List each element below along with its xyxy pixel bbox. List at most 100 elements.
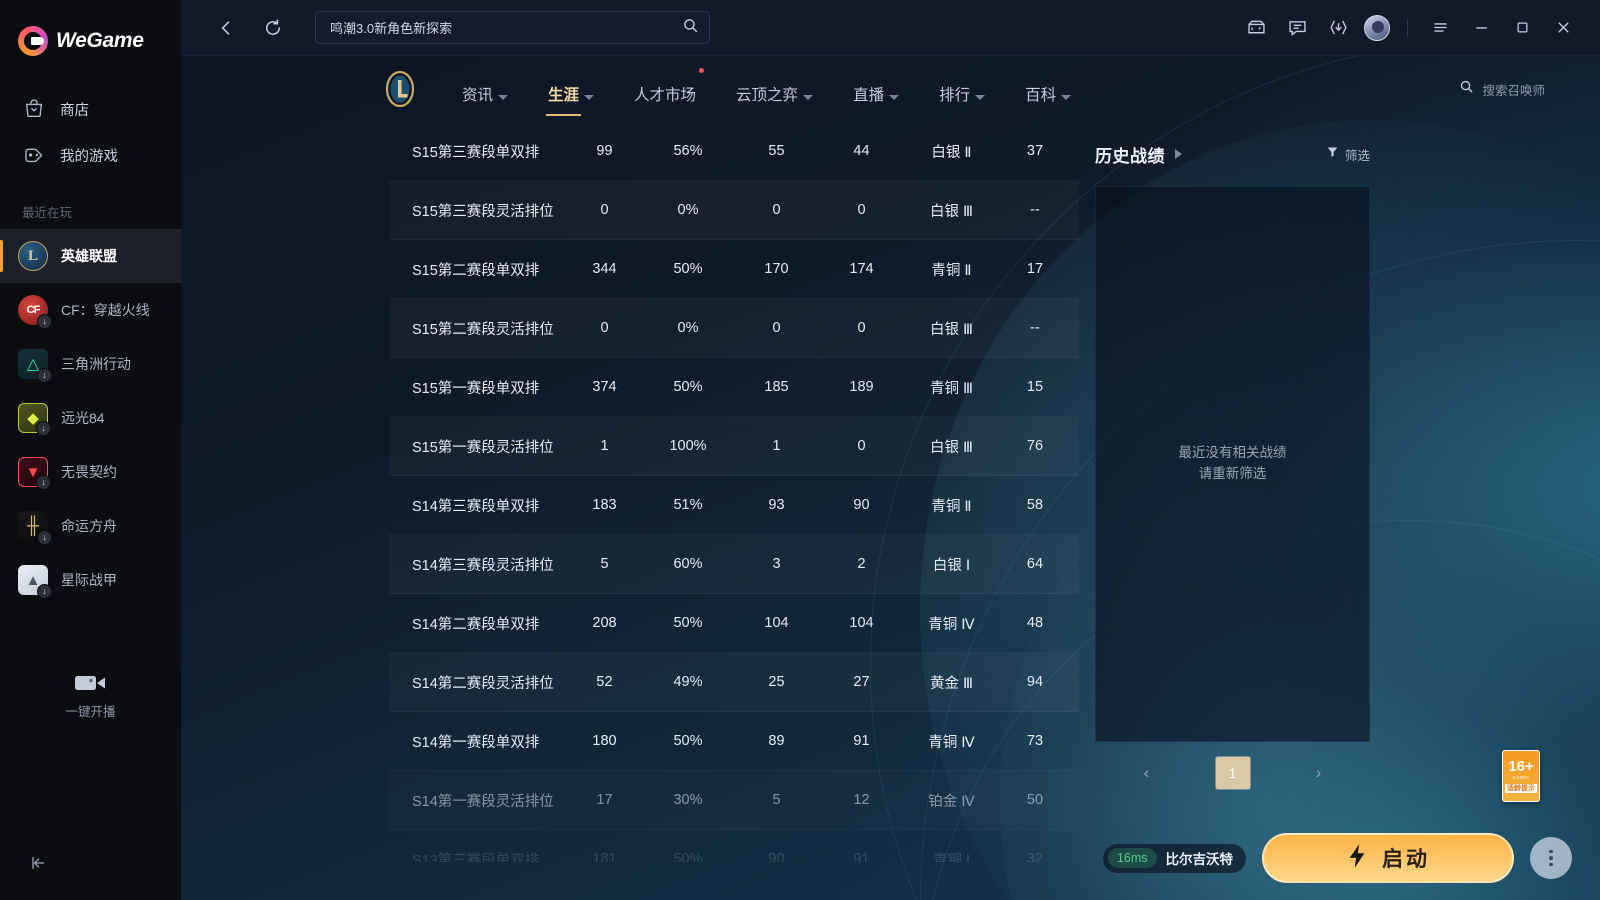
search-icon[interactable]	[682, 17, 699, 39]
global-search-box[interactable]	[315, 11, 710, 44]
lost-ark-icon: ╫ ↓	[18, 511, 52, 545]
download-badge-icon: ↓	[37, 314, 52, 329]
lol-badge-icon[interactable]	[380, 69, 420, 109]
server-name: 比尔吉沃特	[1165, 852, 1234, 867]
table-row[interactable]: S15第一赛段单双排 374 50% 185 189 青铜 Ⅲ 15	[389, 358, 1079, 417]
table-cell-season: S14第三赛段灵活排位	[412, 557, 554, 574]
table-row[interactable]: S14第一赛段灵活排位 17 30% 5 12 铂金 Ⅳ 50	[389, 771, 1079, 830]
expand-arrow-icon[interactable]	[1175, 149, 1182, 159]
sidebar-game-valorant[interactable]: ▼ ↓ 无畏契约	[0, 445, 181, 499]
empty-line-2: 请重新筛选	[1198, 466, 1267, 481]
summoner-search-placeholder: 搜索召唤师	[1482, 83, 1545, 98]
age-rating-note: 适龄提示	[1505, 783, 1537, 793]
table-row[interactable]: S15第三赛段灵活排位 0 0% 0 0 白银 Ⅲ --	[389, 181, 1079, 240]
wegame-logo-icon	[18, 26, 48, 56]
search-input[interactable]	[330, 20, 682, 35]
tab-label: 百科	[1025, 86, 1057, 104]
more-options-icon[interactable]	[1530, 837, 1572, 879]
table-cell-rank: 白银 Ⅲ	[929, 321, 974, 338]
table-cell-losses: 91	[853, 733, 870, 749]
download-icon[interactable]	[1323, 13, 1353, 43]
tab-talent-market[interactable]: 人才市场	[614, 68, 716, 109]
user-avatar[interactable]	[1364, 14, 1390, 41]
tab-ranking[interactable]: 排行	[919, 69, 1005, 109]
server-ping-indicator[interactable]: 16ms 比尔吉沃特	[1102, 843, 1246, 873]
mailbox-icon[interactable]	[1241, 13, 1271, 43]
launch-game-button[interactable]: 启动	[1262, 833, 1514, 883]
filter-button[interactable]: 筛选	[1326, 145, 1370, 164]
tab-tft[interactable]: 云顶之弈	[716, 69, 833, 109]
chat-icon[interactable]	[1282, 13, 1312, 43]
sidebar-game-lost-ark[interactable]: ╫ ↓ 命运方舟	[0, 499, 181, 553]
tab-news[interactable]: 资讯	[442, 69, 528, 109]
camera-icon	[74, 672, 108, 694]
tab-live[interactable]: 直播	[833, 69, 919, 109]
match-history-panel: 历史战绩 筛选 最近没有相关战绩 请重新筛选 ‹ 1 ›	[1095, 122, 1370, 804]
table-row[interactable]: S15第三赛段单双排 99 56% 55 44 白银 Ⅱ 37	[389, 122, 1079, 181]
chevron-left-icon[interactable]: ‹	[1143, 763, 1150, 782]
sidebar-game-lol[interactable]: L 英雄联盟	[0, 229, 181, 283]
sidebar-game-delta-force[interactable]: △ ↓ 三角洲行动	[0, 337, 181, 391]
table-row[interactable]: S14第三赛段单双排 183 51% 93 90 青铜 Ⅱ 58	[389, 476, 1079, 535]
refresh-icon[interactable]	[258, 13, 288, 43]
sidebar-primary-nav: 商店 我的游戏	[0, 86, 181, 178]
sidebar-game-crossfire[interactable]: CF ↓ CF：穿越火线	[0, 283, 181, 337]
app-logo[interactable]: WeGame	[0, 0, 181, 56]
table-row[interactable]: S13第三赛段单双排 181 50% 90 91 青铜 Ⅰ 32	[389, 830, 1079, 862]
search-icon	[1459, 79, 1474, 99]
sidebar-item-store[interactable]: 商店	[0, 86, 181, 132]
table-cell-winrate: 56%	[673, 143, 703, 159]
table-cell-season: S15第二赛段灵活排位	[412, 321, 554, 338]
download-badge-icon: ↓	[37, 584, 52, 599]
table-cell-season: S13第三赛段单双排	[412, 852, 540, 863]
back-arrow-icon[interactable]	[211, 13, 241, 43]
table-row[interactable]: S15第二赛段单双排 344 50% 170 174 青铜 Ⅱ 17	[389, 240, 1079, 299]
chevron-right-icon[interactable]: ›	[1315, 763, 1322, 782]
chevron-down-icon	[975, 95, 986, 100]
bolt-icon	[1346, 843, 1368, 874]
sidebar-game-label: 星际战甲	[61, 572, 117, 588]
warframe-icon: ▲ ↓	[18, 565, 52, 599]
collapse-sidebar-icon[interactable]	[26, 851, 50, 875]
table-cell-wins: 185	[764, 379, 789, 395]
empty-line-1: 最近没有相关战绩	[1178, 445, 1287, 461]
table-cell-rank: 青铜 Ⅱ	[931, 262, 972, 279]
table-row[interactable]: S15第一赛段灵活排位 1 100% 1 0 白银 Ⅲ 76	[389, 417, 1079, 476]
table-row[interactable]: S14第一赛段单双排 180 50% 89 91 青铜 Ⅳ 73	[389, 712, 1079, 771]
sidebar-game-yuanguang84[interactable]: ◆ ↓ 远光84	[0, 391, 181, 445]
table-cell-season: S15第二赛段单双排	[412, 262, 540, 279]
table-cell-wins: 0	[772, 320, 781, 336]
sidebar-item-label: 我的游戏	[60, 148, 118, 165]
chevron-down-icon	[1061, 95, 1072, 100]
delta-force-icon: △ ↓	[18, 349, 52, 383]
sidebar-game-label: 命运方舟	[61, 518, 117, 534]
close-icon[interactable]	[1548, 13, 1578, 43]
table-cell-rank: 白银 Ⅲ	[929, 203, 974, 220]
table-cell-games: 99	[596, 143, 613, 159]
table-cell-games: 208	[592, 615, 617, 631]
table-row[interactable]: S14第二赛段单双排 208 50% 104 104 青铜 Ⅳ 48	[389, 594, 1079, 653]
menu-icon[interactable]	[1425, 13, 1455, 43]
table-row[interactable]: S14第二赛段灵活排位 52 49% 25 27 黄金 Ⅲ 94	[389, 653, 1079, 712]
sidebar-game-label: 英雄联盟	[61, 248, 117, 264]
one-click-stream-button[interactable]: 一键开播	[0, 672, 181, 720]
table-row[interactable]: S14第三赛段灵活排位 5 60% 3 2 白银 Ⅰ 64	[389, 535, 1079, 594]
tab-wiki[interactable]: 百科	[1005, 69, 1091, 109]
minimize-icon[interactable]	[1466, 13, 1496, 43]
ping-value: 16ms	[1107, 848, 1157, 868]
table-cell-wins: 1	[772, 438, 781, 454]
table-cell-games: 181	[592, 851, 617, 862]
maximize-icon[interactable]	[1507, 13, 1537, 43]
match-history-empty-state: 最近没有相关战绩 请重新筛选	[1095, 186, 1370, 742]
summoner-search[interactable]: 搜索召唤师	[1459, 79, 1545, 99]
table-cell-rank: 白银 Ⅱ	[931, 144, 972, 161]
sidebar-item-my-games[interactable]: 我的游戏	[0, 132, 181, 178]
sidebar-game-label: CF：穿越火线	[61, 302, 150, 318]
sidebar-game-warframe[interactable]: ▲ ↓ 星际战甲	[0, 553, 181, 607]
tab-career[interactable]: 生涯	[528, 69, 614, 116]
age-rating-badge[interactable]: 16+ CADPA 适龄提示	[1502, 750, 1540, 802]
page-number-1[interactable]: 1	[1215, 757, 1250, 789]
table-row[interactable]: S15第二赛段灵活排位 0 0% 0 0 白银 Ⅲ --	[389, 299, 1079, 358]
toolbar-divider	[1407, 19, 1408, 36]
tab-label: 排行	[939, 86, 971, 104]
